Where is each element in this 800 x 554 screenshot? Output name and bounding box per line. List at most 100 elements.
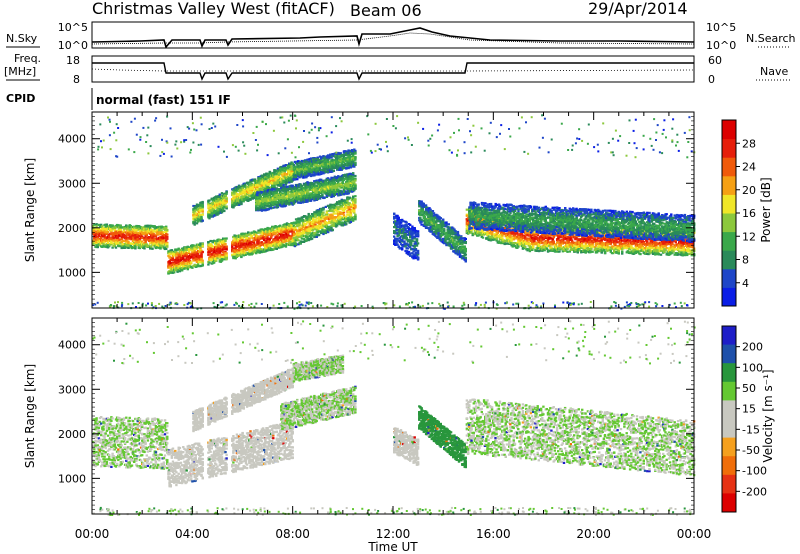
power-cell — [98, 235, 100, 237]
power-cell — [132, 237, 134, 239]
noise-panel — [92, 22, 694, 48]
power-cell — [167, 250, 169, 252]
power-cell — [144, 241, 146, 243]
power-cell — [225, 245, 227, 247]
power-cell — [166, 243, 168, 245]
power-cell — [207, 241, 209, 243]
power-cell — [115, 247, 117, 249]
power-cell — [144, 228, 146, 230]
power-cell — [149, 240, 151, 242]
power-cell — [175, 248, 177, 250]
power-cell — [117, 237, 119, 239]
station-title: Christmas Valley West (fitACF) — [92, 0, 335, 18]
power-cell — [118, 239, 120, 241]
power-cell — [248, 237, 250, 239]
power-cell — [246, 237, 248, 239]
power-cell — [103, 234, 105, 236]
cpid-label: CPID — [6, 92, 35, 105]
power-cell — [159, 247, 161, 249]
power-cell — [166, 234, 168, 236]
power-cell — [100, 237, 102, 239]
power-cell — [202, 243, 204, 245]
power-cell — [141, 240, 143, 242]
nsky-label: N.Sky — [6, 32, 38, 45]
power-cell — [141, 237, 143, 239]
power-cell — [147, 225, 149, 227]
rti-plot: Christmas Valley West (fitACF) Beam 06 2… — [0, 0, 800, 554]
power-cell — [131, 247, 133, 249]
power-cell — [119, 226, 121, 228]
power-cell — [222, 258, 224, 260]
power-cell — [95, 225, 97, 227]
power-cell — [140, 246, 142, 248]
power-cell — [119, 231, 121, 233]
nsky-tick-top: 10^5 — [58, 21, 88, 34]
power-cell — [152, 233, 154, 235]
power-cell — [207, 246, 209, 248]
power-cell — [133, 226, 135, 228]
nsearch-line — [92, 33, 694, 44]
power-cell — [186, 256, 188, 258]
power-cell — [127, 242, 129, 244]
power-cell — [127, 247, 129, 249]
power-cell — [212, 246, 214, 248]
power-cell — [110, 242, 112, 244]
power-cell — [129, 231, 131, 233]
power-cell — [166, 245, 168, 247]
power-cell — [118, 245, 120, 247]
nsearch-label: N.Search — [746, 32, 796, 45]
power-cell — [122, 243, 124, 245]
nsky-line — [92, 28, 694, 47]
power-cell — [222, 251, 224, 253]
power-cell — [179, 270, 181, 272]
power-cell — [101, 225, 103, 227]
power-data — [92, 114, 695, 310]
power-cell — [208, 262, 210, 264]
beam-title: Beam 06 — [350, 1, 422, 20]
power-cell — [143, 247, 145, 249]
power-cell — [202, 251, 204, 253]
power-cell — [198, 261, 200, 263]
power-cell — [216, 257, 218, 259]
power-cell — [135, 232, 137, 234]
freq-label-1: Freq. — [14, 52, 41, 65]
nsky-tick-bottom: 10^0 — [58, 39, 88, 52]
power-cell — [207, 263, 209, 265]
power-cell — [150, 225, 152, 227]
power-cell — [211, 259, 213, 261]
power-cell — [224, 240, 226, 242]
power-panel: 1000200030004000 Slant Range [km] — [23, 112, 695, 310]
power-cell — [151, 248, 153, 250]
power-cell — [155, 247, 157, 249]
power-cell — [166, 238, 168, 240]
power-cell — [202, 264, 204, 266]
freq-tick-top: 18 — [66, 54, 80, 67]
power-cell — [202, 260, 204, 262]
power-cell — [239, 240, 241, 242]
power-cell — [122, 240, 124, 242]
power-cell — [207, 254, 209, 256]
power-cell — [240, 255, 242, 257]
power-cell — [255, 239, 257, 241]
power-cell — [220, 246, 222, 248]
power-cell — [224, 243, 226, 245]
power-cell — [152, 230, 154, 232]
power-cell — [225, 255, 227, 257]
power-cell — [168, 256, 170, 258]
power-cell — [119, 229, 121, 231]
power-cell — [134, 246, 136, 248]
power-cell — [170, 262, 172, 264]
power-cell — [231, 254, 233, 256]
power-cell — [187, 268, 189, 270]
freq-label-2: [MHz] — [4, 65, 36, 78]
power-cell — [183, 263, 185, 265]
power-cell — [181, 269, 183, 271]
power-cell — [121, 238, 123, 240]
power-cell — [165, 248, 167, 250]
power-cell — [225, 258, 227, 260]
power-cell — [233, 240, 235, 242]
power-cell — [152, 236, 154, 238]
freq-panel — [92, 56, 694, 82]
power-cell — [188, 251, 190, 253]
cpid-text: normal (fast) 151 IF — [96, 93, 231, 107]
